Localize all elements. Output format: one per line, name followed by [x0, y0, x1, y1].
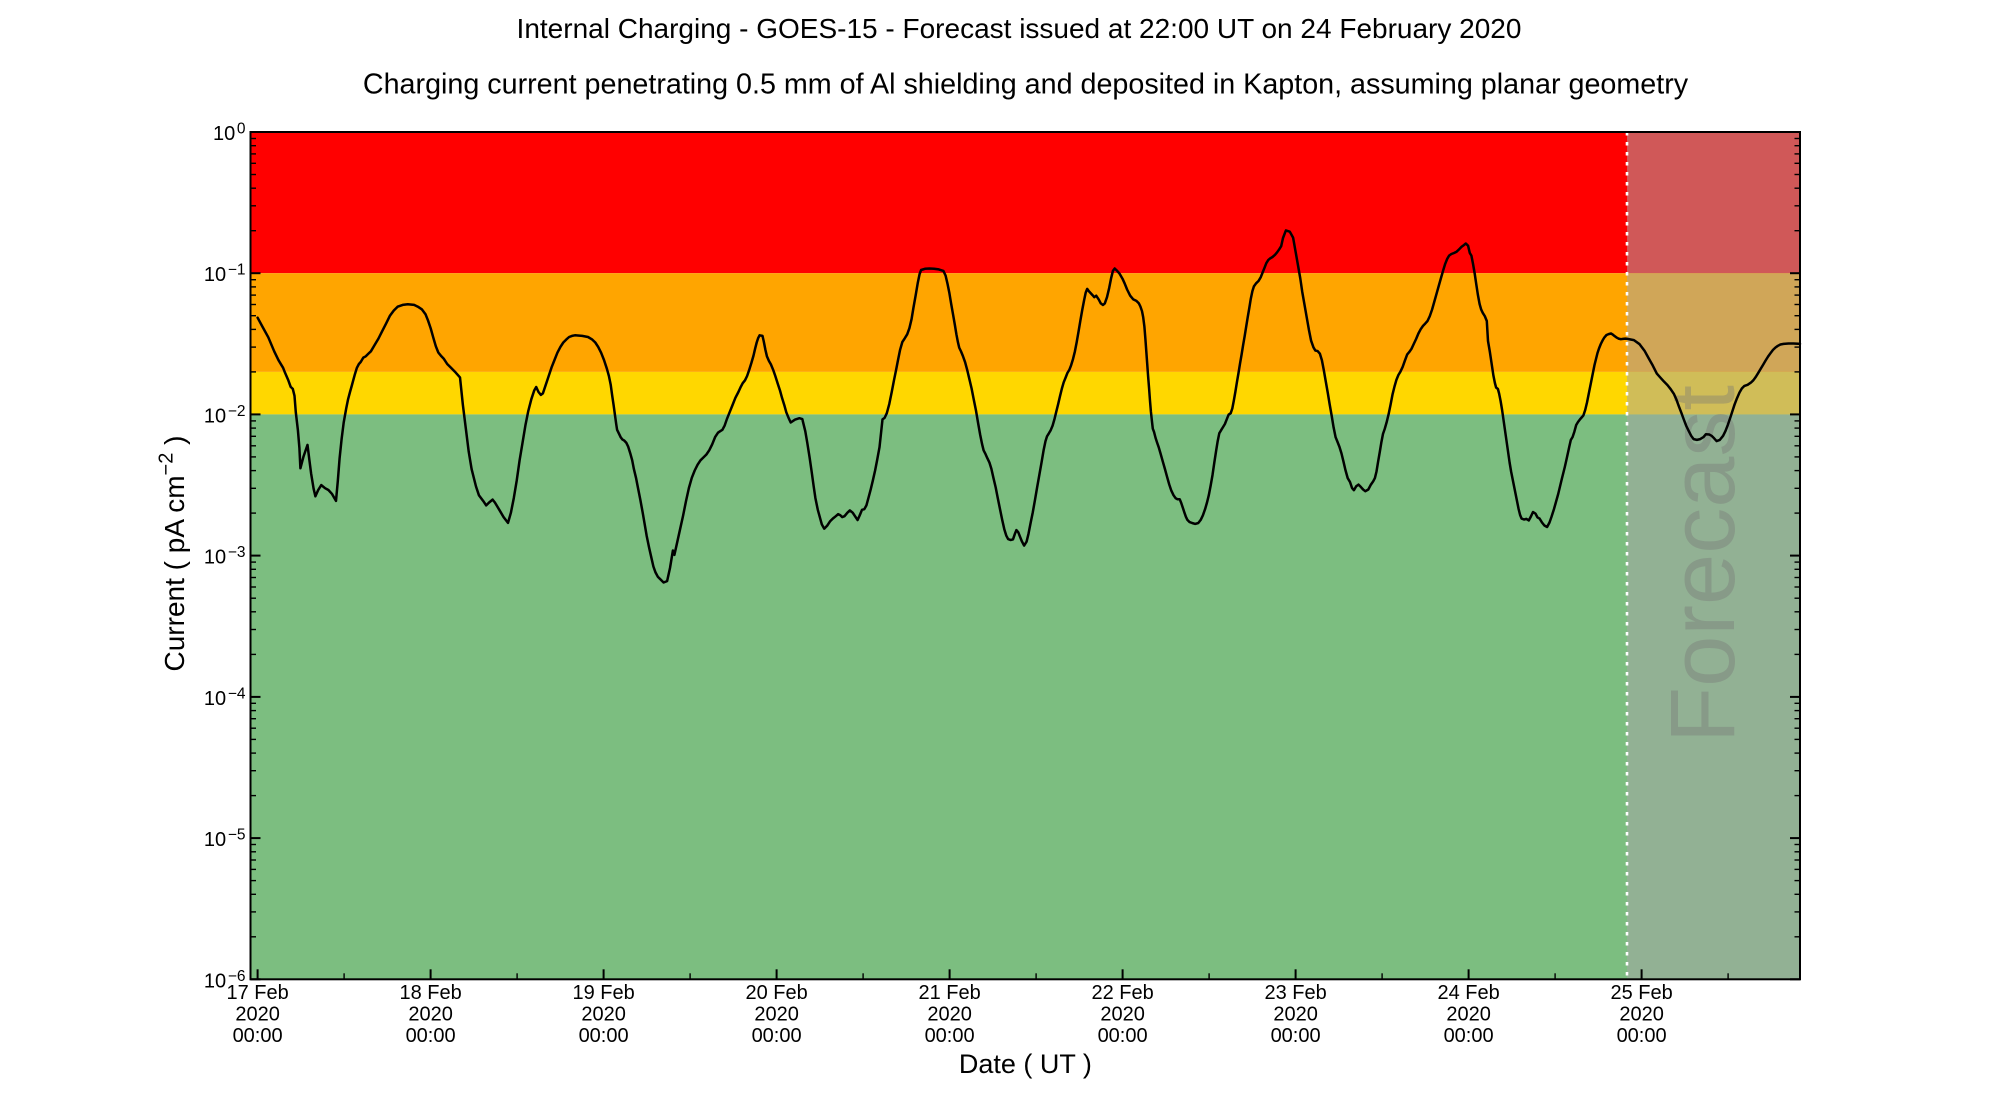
svg-text:24 Feb: 24 Feb: [1437, 982, 1499, 1004]
svg-text:21 Feb: 21 Feb: [918, 982, 980, 1004]
svg-text:00:00: 00:00: [925, 1025, 975, 1047]
svg-text:Charging current penetrating 0: Charging current penetrating 0.5 mm of A…: [363, 69, 1689, 101]
svg-text:00:00: 00:00: [1617, 1025, 1667, 1047]
svg-text:2020: 2020: [927, 1004, 972, 1026]
svg-text:10 −4: 10 −4: [204, 685, 246, 710]
svg-text:Date ( UT ): Date ( UT ): [959, 1049, 1092, 1079]
svg-text:00:00: 00:00: [233, 1025, 283, 1047]
svg-text:10 −1: 10 −1: [204, 262, 246, 287]
svg-text:00:00: 00:00: [1098, 1025, 1148, 1047]
svg-text:00:00: 00:00: [406, 1025, 456, 1047]
svg-text:22 Feb: 22 Feb: [1091, 982, 1153, 1004]
svg-text:Internal Charging - GOES-15 -: Internal Charging - GOES-15 - Forecast i…: [517, 13, 1522, 44]
svg-text:2020: 2020: [1619, 1004, 1664, 1026]
svg-text:18 Feb: 18 Feb: [399, 982, 461, 1004]
svg-text:2020: 2020: [1100, 1004, 1145, 1026]
svg-text:10 0: 10 0: [213, 121, 246, 146]
svg-text:25 Feb: 25 Feb: [1610, 982, 1672, 1004]
svg-text:10 −3: 10 −3: [204, 544, 246, 569]
svg-text:2020: 2020: [235, 1004, 280, 1026]
svg-text:2020: 2020: [1446, 1004, 1491, 1026]
svg-text:2020: 2020: [754, 1004, 799, 1026]
svg-text:20 Feb: 20 Feb: [745, 982, 807, 1004]
svg-text:10 −2: 10 −2: [204, 403, 246, 428]
svg-text:Forecast: Forecast: [1652, 385, 1754, 743]
svg-text:Current ( pA cm−2 ): Current ( pA cm−2 ): [156, 436, 191, 672]
svg-text:00:00: 00:00: [1444, 1025, 1494, 1047]
svg-text:00:00: 00:00: [579, 1025, 629, 1047]
svg-text:19 Feb: 19 Feb: [572, 982, 634, 1004]
svg-text:2020: 2020: [1273, 1004, 1318, 1026]
svg-text:00:00: 00:00: [752, 1025, 802, 1047]
svg-text:23 Feb: 23 Feb: [1264, 982, 1326, 1004]
svg-text:10 −5: 10 −5: [204, 827, 246, 852]
svg-text:2020: 2020: [581, 1004, 626, 1026]
svg-text:00:00: 00:00: [1271, 1025, 1321, 1047]
svg-text:2020: 2020: [408, 1004, 453, 1026]
svg-text:17 Feb: 17 Feb: [226, 982, 288, 1004]
